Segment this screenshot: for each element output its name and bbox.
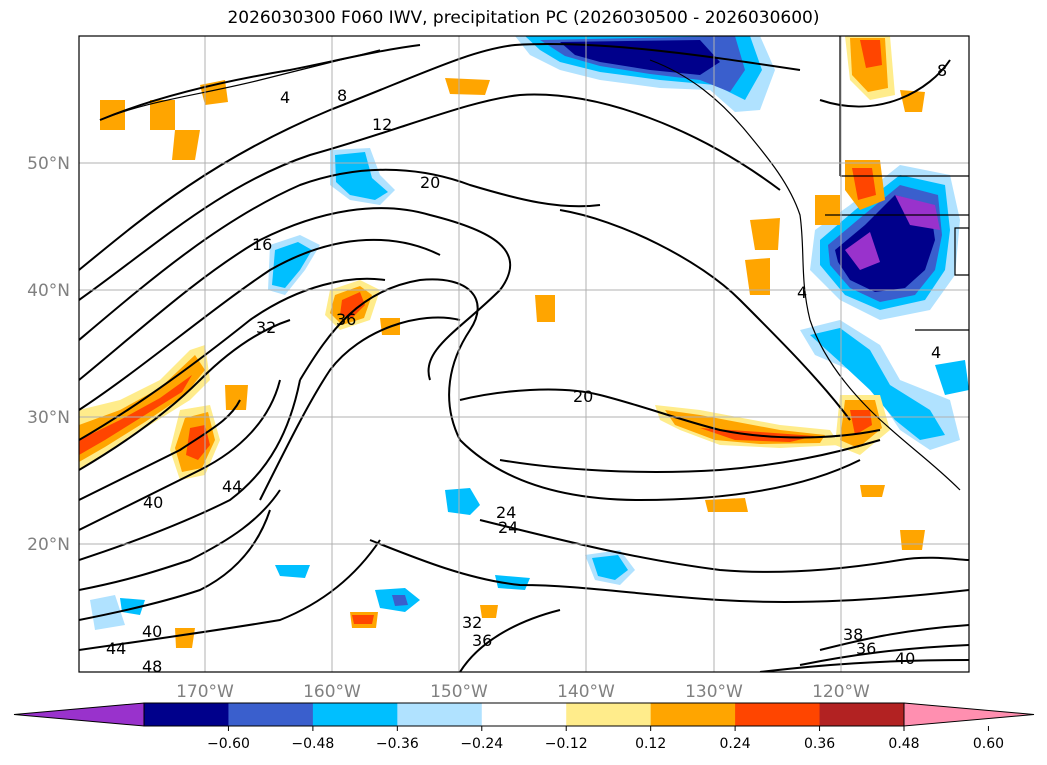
lon-label: 170°W: [176, 682, 234, 702]
colorbar-tick-label: 0.24: [720, 736, 751, 752]
contour-label: 16: [252, 235, 272, 254]
precip-shading: [79, 36, 969, 648]
contour-label: 8: [337, 86, 347, 105]
colorbar-frame: [143, 702, 905, 727]
colorbar-box: [566, 703, 652, 726]
contour-label: 4: [797, 283, 807, 302]
iwv-contours: [79, 43, 969, 672]
colorbar-tick-label: 0.36: [804, 736, 835, 752]
contour-label: 44: [222, 477, 242, 496]
contour-label: 32: [256, 318, 276, 337]
colorbar-extend-min: [13, 702, 145, 727]
lon-label: 160°W: [303, 682, 361, 702]
colorbar-box: [650, 703, 736, 726]
colorbar-box: [144, 703, 229, 726]
colorbar-tick-label: −0.60: [207, 736, 250, 752]
contour-label: 8: [937, 61, 947, 80]
colorbar-box: [312, 703, 398, 726]
contour-label: 32: [462, 613, 482, 632]
longitude-labels: 170°W 160°W 150°W 140°W 130°W 120°W: [176, 682, 870, 702]
colorbar-tick-label: −0.36: [376, 736, 419, 752]
lon-label: 150°W: [430, 682, 488, 702]
contour-label: 38: [843, 625, 863, 644]
contour-label: 4: [280, 88, 290, 107]
contour-label: 20: [573, 387, 593, 406]
colorbar-tick-label: −0.12: [545, 736, 588, 752]
colorbar-box: [735, 703, 821, 726]
colorbar-tick-label: −0.24: [460, 736, 503, 752]
contour-label: 4: [931, 343, 941, 362]
contour-labels: 4 8 12 20 16 32 36 40 44 20 24 24 4 4 8 …: [106, 61, 947, 676]
contour-label: 40: [142, 622, 162, 641]
colorbar-tick-label: 0.60: [973, 736, 1004, 752]
contour-label: 24: [498, 518, 518, 537]
contour-label: 48: [142, 657, 162, 676]
colorbar-extend-max: [903, 702, 1035, 727]
colorbar-tick-label: 0.12: [635, 736, 666, 752]
contour-label: 44: [106, 639, 126, 658]
colorbar-box: [819, 703, 905, 726]
plot-frame: [78, 35, 970, 673]
contour-label: 20: [420, 173, 440, 192]
gridlines: [79, 36, 969, 672]
lat-label: 40°N: [27, 281, 70, 301]
lat-label: 50°N: [27, 154, 70, 174]
lat-label: 20°N: [27, 535, 70, 555]
contour-label: 36: [472, 631, 492, 650]
contour-label: 24: [496, 503, 516, 522]
map-title: 2026030300 F060 IWV, precipitation PC (2…: [227, 8, 820, 28]
lat-label: 30°N: [27, 408, 70, 428]
contour-label: 12: [372, 115, 392, 134]
contour-label: 36: [336, 310, 356, 329]
colorbar-box: [397, 703, 483, 726]
colorbar-box: [228, 703, 314, 726]
contour-label: 40: [143, 493, 163, 512]
coastlines: [99, 36, 969, 491]
colorbar-box: [481, 703, 567, 726]
colorbar-tick-label: 0.48: [888, 736, 919, 752]
colorbar-tick-label: −0.48: [291, 736, 334, 752]
latitude-labels: 50°N 40°N 30°N 20°N: [27, 154, 70, 555]
contour-label: 36: [856, 639, 876, 658]
contour-label: 40: [895, 649, 915, 668]
lon-label: 120°W: [812, 682, 870, 702]
colorbar: −0.60 −0.48 −0.36 −0.24 −0.12 0.12 0.24 0.36 0.4…: [13, 702, 1035, 752]
lon-label: 130°W: [685, 682, 743, 702]
lon-label: 140°W: [557, 682, 615, 702]
